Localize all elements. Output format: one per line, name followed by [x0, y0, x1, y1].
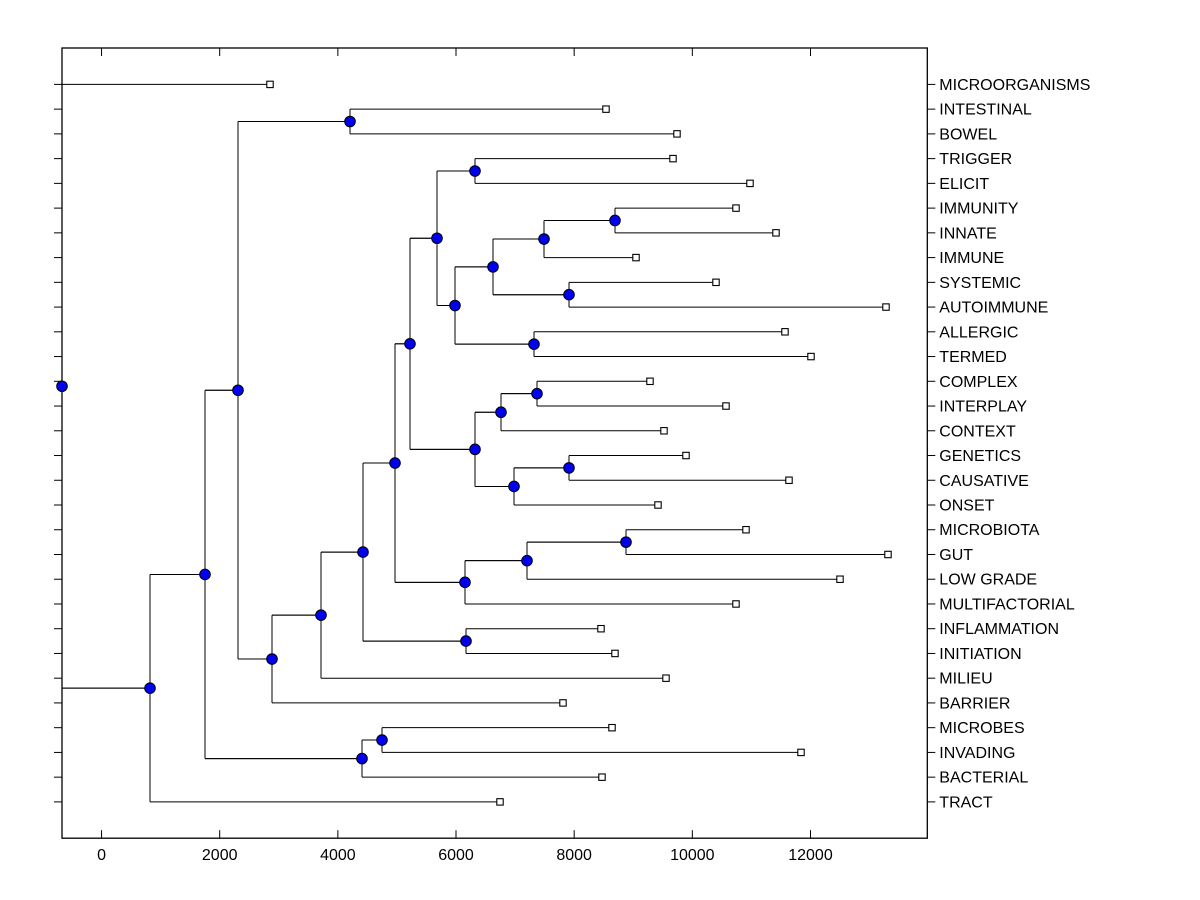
svg-text:MICROBES: MICROBES [939, 720, 1024, 737]
svg-text:MILIEU: MILIEU [939, 671, 992, 688]
svg-text:INNATE: INNATE [939, 225, 996, 242]
svg-text:GUT: GUT [939, 547, 973, 564]
svg-text:SYSTEMIC: SYSTEMIC [939, 275, 1021, 292]
svg-text:MICROBIOTA: MICROBIOTA [939, 522, 1039, 539]
svg-text:INTERPLAY: INTERPLAY [939, 399, 1027, 416]
svg-text:ALLERGIC: ALLERGIC [939, 324, 1018, 341]
svg-text:BOWEL: BOWEL [939, 126, 997, 143]
svg-text:INVADING: INVADING [939, 745, 1015, 762]
svg-text:LOW GRADE: LOW GRADE [939, 572, 1037, 589]
svg-text:10000: 10000 [670, 847, 715, 864]
svg-text:COMPLEX: COMPLEX [939, 374, 1018, 391]
svg-text:6000: 6000 [438, 847, 474, 864]
svg-text:MICROORGANISMS: MICROORGANISMS [939, 77, 1090, 94]
svg-text:CAUSATIVE: CAUSATIVE [939, 473, 1029, 490]
svg-text:CONTEXT: CONTEXT [939, 423, 1016, 440]
svg-text:AUTOIMMUNE: AUTOIMMUNE [939, 300, 1048, 317]
svg-text:INTESTINAL: INTESTINAL [939, 102, 1032, 119]
svg-text:INFLAMMATION: INFLAMMATION [939, 621, 1059, 638]
svg-text:2000: 2000 [202, 847, 238, 864]
svg-text:IMMUNE: IMMUNE [939, 250, 1004, 267]
svg-text:TERMED: TERMED [939, 349, 1007, 366]
svg-text:12000: 12000 [788, 847, 833, 864]
svg-text:4000: 4000 [320, 847, 356, 864]
svg-text:IMMUNITY: IMMUNITY [939, 201, 1018, 218]
svg-text:8000: 8000 [556, 847, 592, 864]
svg-text:INITIATION: INITIATION [939, 646, 1021, 663]
svg-text:ONSET: ONSET [939, 498, 994, 515]
svg-text:0: 0 [97, 847, 106, 864]
svg-text:BARRIER: BARRIER [939, 695, 1010, 712]
svg-text:GENETICS: GENETICS [939, 448, 1021, 465]
svg-text:TRIGGER: TRIGGER [939, 151, 1012, 168]
svg-text:MULTIFACTORIAL: MULTIFACTORIAL [939, 597, 1075, 614]
svg-text:BACTERIAL: BACTERIAL [939, 770, 1028, 787]
svg-text:ELICIT: ELICIT [939, 176, 989, 193]
svg-text:TRACT: TRACT [939, 794, 993, 811]
